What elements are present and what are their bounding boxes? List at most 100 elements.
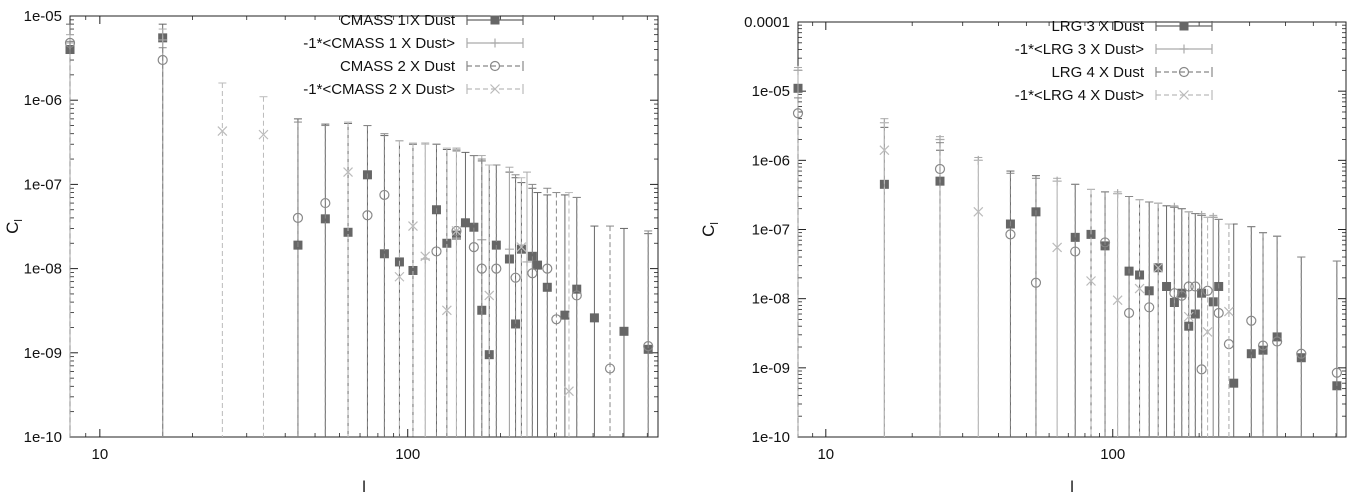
legend-marker [1179, 90, 1189, 100]
x-axis-label: l [1070, 479, 1074, 496]
data-point [1086, 276, 1096, 286]
data-point [643, 344, 653, 354]
y-tick-label: 1e-05 [752, 83, 790, 100]
legend-label: -1*<CMASS 1 X Dust> [303, 35, 455, 52]
data-point [1070, 232, 1080, 242]
data-point [491, 263, 502, 274]
data-point [1144, 302, 1155, 313]
data-point [408, 221, 418, 231]
data-point [441, 305, 452, 316]
y-tick-label: 1e-09 [24, 345, 62, 362]
data-point [1229, 378, 1239, 388]
data-point [476, 263, 487, 274]
legend-label: CMASS 2 X Dust [340, 58, 456, 75]
data-point [217, 126, 228, 136]
data-point [1112, 295, 1123, 306]
y-tick-label: 1e-08 [24, 261, 62, 278]
series-4 [217, 82, 574, 437]
legend-marker [1179, 44, 1189, 54]
plot-frame [797, 21, 1347, 438]
data-point [343, 167, 353, 178]
data-point [442, 238, 452, 248]
data-point [1196, 364, 1207, 375]
legend-label: LRG 4 X Dust [1051, 64, 1144, 81]
data-point [1153, 262, 1164, 273]
data-point [1213, 307, 1224, 319]
data-point [1272, 336, 1283, 347]
data-point [560, 310, 570, 320]
legend-marker [490, 15, 500, 25]
legend-label: CMASS 1 X Dust [340, 12, 456, 29]
legend-label: -1*<LRG 3 X Dust> [1015, 41, 1144, 58]
data-point [589, 313, 599, 323]
x-tick-label: 100 [395, 446, 420, 463]
data-point [504, 244, 514, 254]
data-point [1162, 281, 1172, 291]
data-point [542, 263, 553, 274]
x-tick-label: 100 [1100, 446, 1125, 463]
data-point [292, 212, 304, 224]
x-tick-label: 10 [817, 446, 834, 463]
data-point [1296, 348, 1307, 359]
x-tick-label: 10 [91, 446, 108, 463]
data-point [1331, 367, 1342, 378]
y-tick-label: 1e-07 [24, 176, 62, 193]
data-point [1134, 283, 1145, 294]
data-point [1123, 307, 1135, 319]
data-point [158, 35, 168, 45]
data-point [643, 341, 654, 352]
data-point [1052, 242, 1063, 253]
data-point [1183, 281, 1194, 292]
data-point [431, 246, 442, 257]
data-point [1257, 340, 1269, 351]
data-point [533, 260, 543, 270]
y-tick-label: 1e-06 [24, 92, 62, 109]
series-1 [793, 69, 1342, 437]
data-point [460, 218, 470, 228]
series-2 [793, 65, 1218, 437]
y-axis-label: Cl [3, 219, 25, 234]
data-point [1005, 229, 1016, 240]
chart-lrg-dust: 1e-10 1e-09 1e-08 1e-07 1e-06 1e-05 0.0001 10 10… [699, 14, 1347, 496]
data-point [1099, 237, 1111, 248]
plot-frame [69, 15, 659, 438]
data-point [394, 271, 405, 282]
data-point [320, 197, 331, 209]
data-point [564, 386, 574, 397]
data-point [973, 206, 984, 217]
y-tick-label: 1e-06 [752, 152, 790, 169]
data-point [408, 265, 418, 275]
data-point [379, 189, 390, 201]
series-2 [65, 28, 532, 437]
data-point [1202, 327, 1213, 337]
data-point [484, 290, 495, 301]
y-axis-label-subscript: l [13, 219, 25, 221]
legend-marker [489, 60, 501, 72]
y-tick-label: 1e-09 [752, 360, 790, 377]
legend-marker [490, 38, 500, 48]
data-point [619, 326, 629, 336]
data-point [1100, 241, 1110, 251]
data-point [468, 242, 479, 253]
data-point [1070, 246, 1081, 257]
data-point [469, 222, 479, 232]
data-point [792, 108, 804, 119]
data-point [522, 257, 532, 267]
legend-marker [490, 84, 500, 94]
data-point [343, 227, 353, 237]
legend-label: LRG 3 X Dust [1051, 18, 1144, 35]
data-point [1183, 311, 1194, 322]
data-point [1246, 349, 1256, 359]
series-3 [792, 97, 1342, 437]
data-point [420, 251, 431, 262]
series-4 [879, 122, 1234, 437]
legend-marker [1178, 66, 1190, 78]
data-point [527, 268, 538, 279]
data-point [793, 65, 803, 75]
data-point [604, 363, 616, 374]
data-point [1223, 306, 1234, 317]
data-point [551, 314, 562, 325]
y-tick-label: 1e-08 [752, 291, 790, 308]
